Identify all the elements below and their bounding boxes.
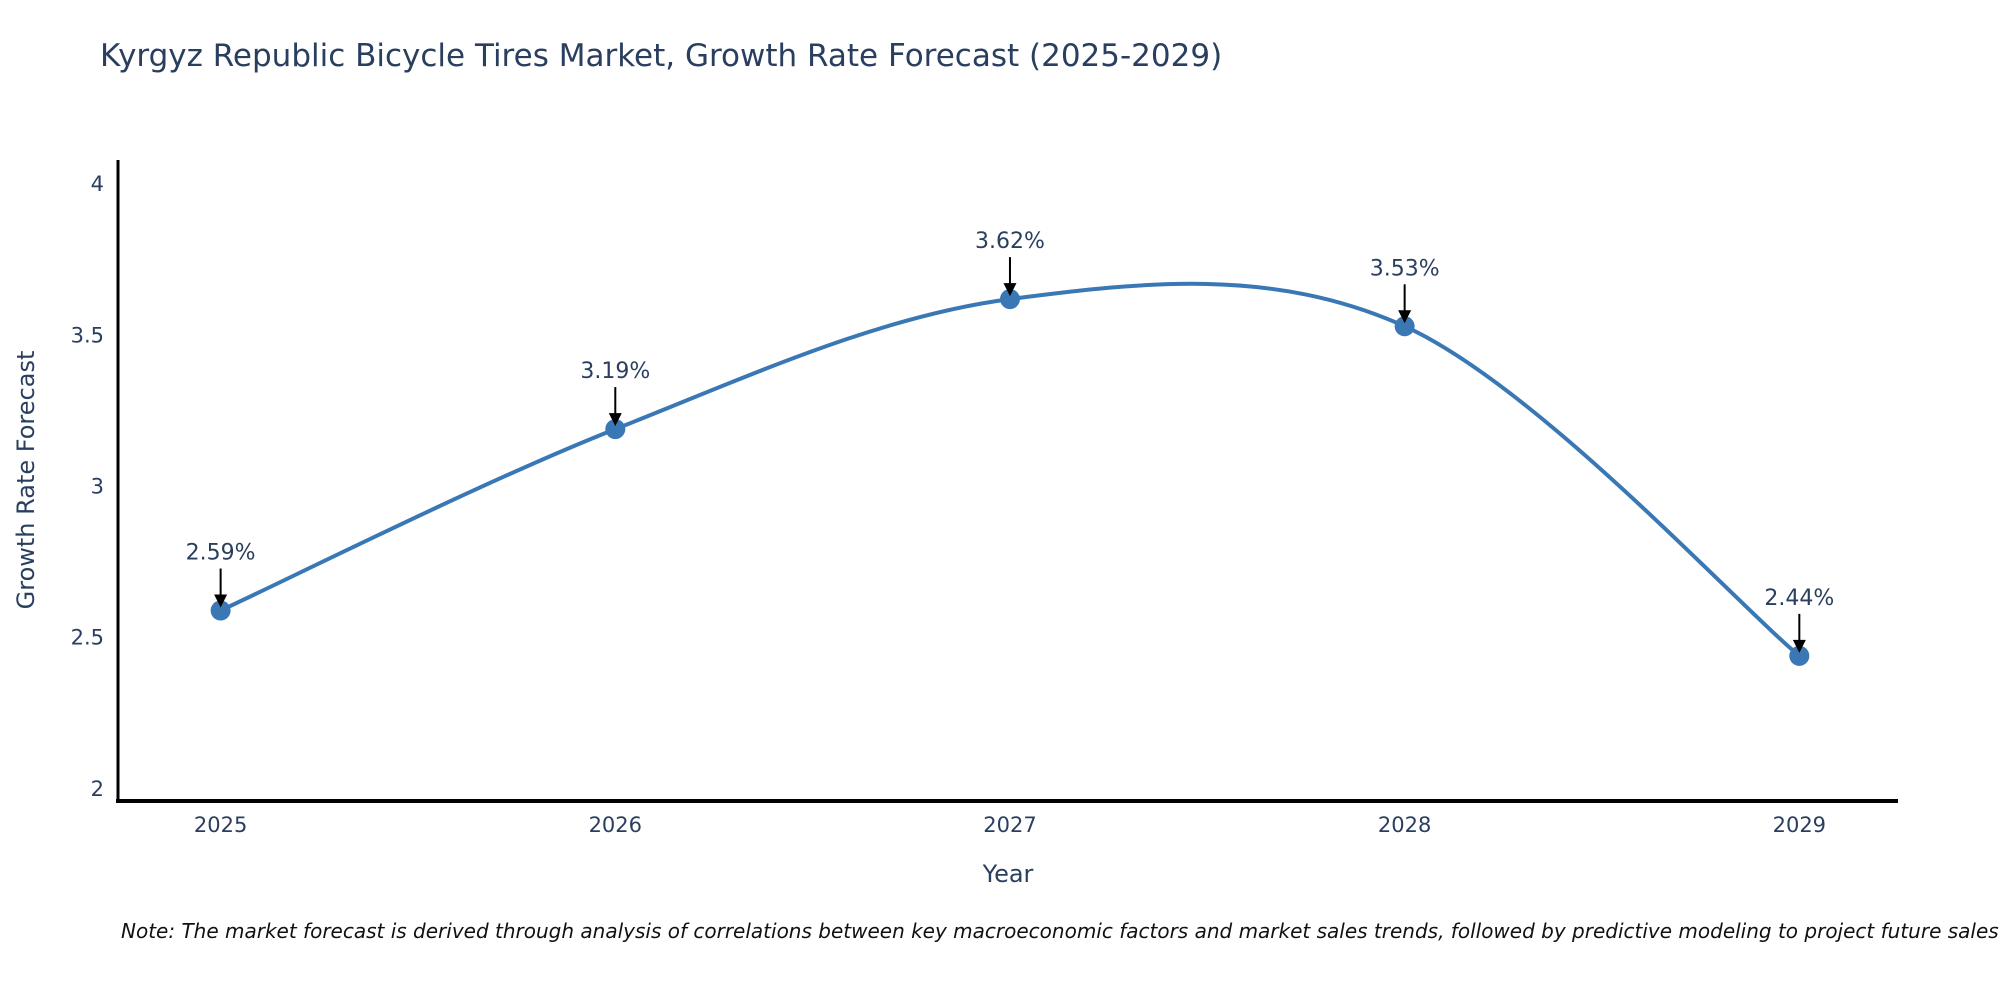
- x-tick-label-2029: 2029: [1773, 813, 1826, 837]
- footnote: Note: The market forecast is derived thr…: [121, 919, 1999, 943]
- annotation-label-2028: 3.53%: [1370, 256, 1440, 281]
- x-axis-title: Year: [982, 860, 1034, 888]
- data-point-2029: [1789, 645, 1810, 666]
- x-tick-label-2028: 2028: [1378, 813, 1431, 837]
- data-point-2028: [1394, 316, 1415, 337]
- annotation-label-2025: 2.59%: [186, 541, 256, 566]
- annotation-label-2029: 2.44%: [1764, 586, 1834, 611]
- y-tick-label-2.5: 2.5: [71, 626, 104, 650]
- x-tick-label-2027: 2027: [983, 813, 1036, 837]
- x-tick-label-2026: 2026: [589, 813, 642, 837]
- chart-title: Kyrgyz Republic Bicycle Tires Market, Gr…: [100, 38, 1223, 74]
- data-point-2026: [605, 419, 626, 440]
- annotation-arrowhead-2028: [1398, 310, 1412, 324]
- annotation-arrowhead-2026: [608, 413, 622, 427]
- annotation-arrowhead-2025: [214, 594, 228, 608]
- annotation-arrowhead-2029: [1792, 639, 1806, 653]
- forecast-line: [218, 281, 1802, 658]
- y-axis-title: Growth Rate Forecast: [12, 351, 40, 610]
- x-tick-label-2025: 2025: [194, 813, 247, 837]
- y-tick-label-4: 4: [91, 172, 104, 196]
- y-tick-label-2: 2: [91, 777, 104, 801]
- annotation-label-2027: 3.62%: [975, 229, 1045, 254]
- y-tick-label-3.5: 3.5: [71, 323, 104, 347]
- annotation-arrowhead-2027: [1003, 283, 1017, 297]
- data-point-2025: [210, 600, 231, 621]
- y-tick-label-3: 3: [91, 475, 104, 499]
- annotation-label-2026: 3.19%: [580, 359, 650, 384]
- data-point-2027: [999, 289, 1020, 310]
